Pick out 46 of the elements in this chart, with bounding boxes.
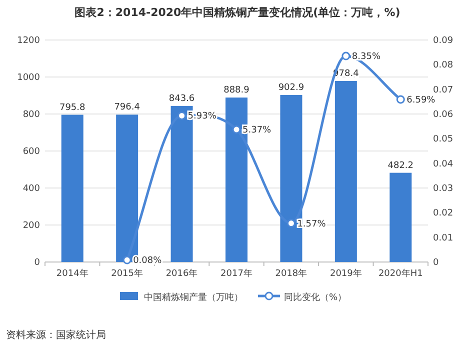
y2-tick-label: 0.03 <box>433 184 454 194</box>
x-tick-label: 2019年 <box>330 268 362 279</box>
y-tick-label: 800 <box>22 110 40 120</box>
y2-tick-label: 0.06 <box>433 110 454 120</box>
y2-tick-label: 0.04 <box>433 159 454 170</box>
data-label: 8.35% <box>352 52 381 62</box>
data-label: 796.4 <box>114 102 140 113</box>
point <box>122 256 132 264</box>
legend-label: 中国精炼铜产量（万吨） <box>144 292 243 303</box>
y2-tick-label: 0.09 <box>433 36 454 46</box>
x-tick-label: 2020年H1 <box>378 268 423 279</box>
y-tick-label: 200 <box>22 221 40 231</box>
point <box>178 111 186 120</box>
point <box>232 125 241 134</box>
y2-tick-label: 0.08 <box>433 60 454 71</box>
x-tick-label: 2018年 <box>275 268 308 279</box>
y-tick-label: 1200 <box>17 36 40 46</box>
chart-title: 图表2：2014-2020年中国精炼铜产量变化情况(单位：万吨，%) <box>74 6 400 19</box>
data-label: 902.9 <box>278 82 304 93</box>
data-label: 843.6 <box>168 94 195 104</box>
data-label: 482.2 <box>388 160 414 171</box>
y-tick-label: 0 <box>34 258 40 268</box>
y-tick-label: 1000 <box>17 73 40 83</box>
x-tick-label: 2015年 <box>111 268 144 279</box>
x-tick-label: 2017年 <box>220 268 252 279</box>
y2-tick-label: 0.01 <box>433 233 454 244</box>
y2-tick-label: 0.05 <box>433 134 454 145</box>
bar <box>390 172 412 262</box>
y-tick-label: 400 <box>22 184 40 194</box>
data-label: 888.9 <box>224 86 250 96</box>
y-tick-label: 600 <box>22 147 40 157</box>
data-label: 0.08% <box>133 256 162 266</box>
x-tick-label: 2014年 <box>56 268 88 279</box>
point <box>286 219 296 228</box>
bar <box>61 114 84 262</box>
data-label: 795.8 <box>59 102 86 113</box>
point <box>342 52 350 60</box>
y2-tick-label: 0.07 <box>433 85 454 96</box>
point <box>396 95 405 104</box>
bar <box>334 80 357 262</box>
y2-tick-label: 0 <box>433 258 439 268</box>
text: 资料来源：国家统计局 <box>6 329 106 341</box>
data-label: 6.59% <box>406 95 436 106</box>
legend-label: 同比变化（%） <box>284 292 347 303</box>
x-tick-label: 2016年 <box>166 268 198 279</box>
y2-tick-label: 0.02 <box>433 208 454 219</box>
